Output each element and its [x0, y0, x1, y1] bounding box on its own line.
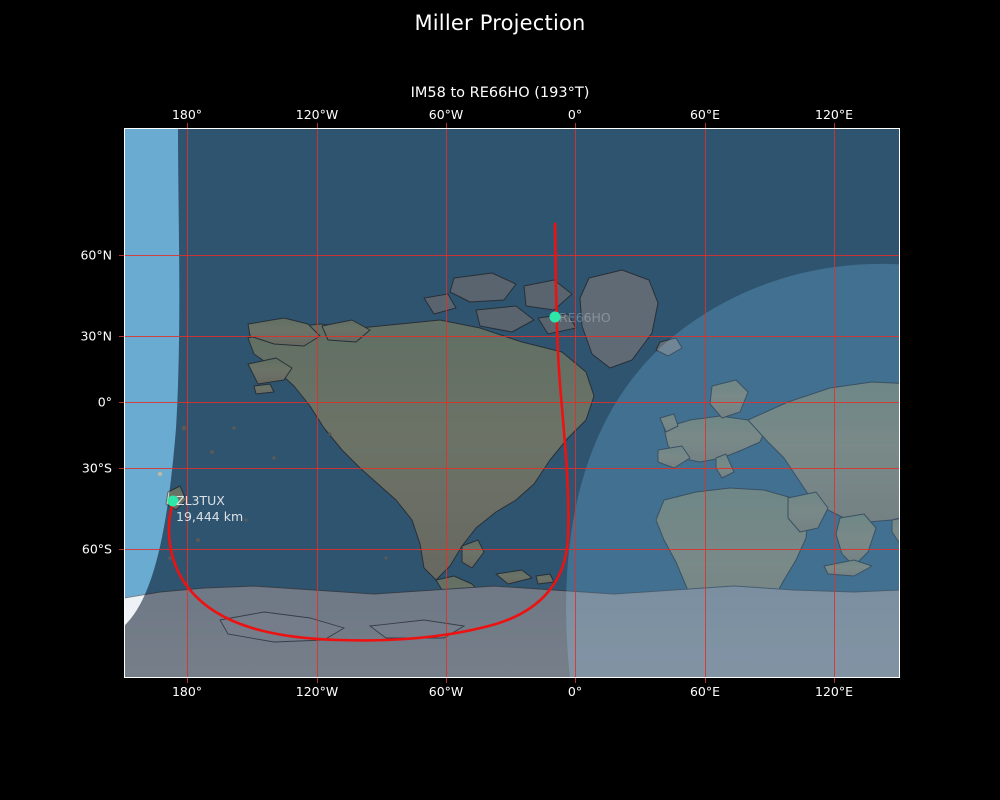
gridline-lon-0 — [575, 128, 576, 678]
ytick-label-60n: 60°N — [80, 247, 112, 263]
map-plot-area[interactable]: ZL3TUX 19,444 km RE66HO — [124, 128, 900, 678]
tick-left-30n — [119, 336, 124, 337]
gridline-lon-60w — [446, 128, 447, 678]
tick-top-0 — [575, 123, 576, 128]
origin-distance: 19,444 km — [176, 508, 244, 524]
gridline-lat-30s — [124, 468, 900, 469]
xtick-bottom-label-180: 180° — [171, 684, 203, 699]
gridline-lon-120w — [317, 128, 318, 678]
xtick-top-label-60e: 60°E — [689, 107, 721, 122]
gridline-lon-180 — [187, 128, 188, 678]
xtick-top-label-180: 180° — [171, 107, 203, 122]
ytick-label-30n: 30°N — [80, 328, 112, 344]
xtick-top-label-120e: 120°E — [814, 107, 854, 122]
xtick-top-label-60w: 60°W — [428, 107, 464, 122]
gridline-lat-60n — [124, 255, 900, 256]
ytick-label-60s: 60°S — [81, 541, 112, 557]
tick-left-60n — [119, 255, 124, 256]
gridline-lon-120e — [834, 128, 835, 678]
tick-bot-60e — [705, 678, 706, 683]
gridline-lat-60s — [124, 549, 900, 550]
ytick-label-0: 0° — [97, 394, 112, 410]
xtick-top-label-120w: 120°W — [295, 107, 339, 122]
marker-origin-label: ZL3TUX 19,444 km — [176, 493, 243, 524]
xtick-bottom-label-120w: 120°W — [295, 684, 339, 699]
xtick-top-label-0: 0° — [567, 107, 583, 122]
tick-top-60e — [705, 123, 706, 128]
origin-callsign: ZL3TUX — [176, 493, 225, 508]
xtick-bottom-label-60w: 60°W — [428, 684, 464, 699]
tick-bot-60w — [446, 678, 447, 683]
xtick-bottom-label-120e: 120°E — [814, 684, 854, 699]
page-title: Miller Projection — [414, 11, 586, 35]
great-circle-path — [167, 222, 570, 642]
tick-bot-0 — [575, 678, 576, 683]
tick-left-0 — [119, 402, 124, 403]
marker-origin-zl3tux[interactable] — [167, 495, 179, 507]
marker-destination-re66ho[interactable] — [549, 311, 561, 323]
tick-top-120w — [317, 123, 318, 128]
tick-left-30s — [119, 468, 124, 469]
tick-top-180 — [187, 123, 188, 128]
gridline-lat-0 — [124, 402, 900, 403]
tick-bot-180 — [187, 678, 188, 683]
tick-bot-120w — [317, 678, 318, 683]
tick-left-60s — [119, 549, 124, 550]
gridline-lon-60e — [705, 128, 706, 678]
tick-top-60w — [446, 123, 447, 128]
chart-subtitle: IM58 to RE66HO (193°T) — [410, 85, 590, 101]
destination-callsign: RE66HO — [559, 310, 611, 325]
tick-top-120e — [834, 123, 835, 128]
gridline-lat-30n — [124, 336, 900, 337]
xtick-bottom-label-60e: 60°E — [689, 684, 721, 699]
ytick-label-30s: 30°S — [81, 460, 112, 476]
xtick-bottom-label-0: 0° — [567, 684, 583, 699]
tick-bot-120e — [834, 678, 835, 683]
daylight-overlay — [124, 128, 900, 678]
marker-destination-label: RE66HO — [559, 310, 611, 326]
